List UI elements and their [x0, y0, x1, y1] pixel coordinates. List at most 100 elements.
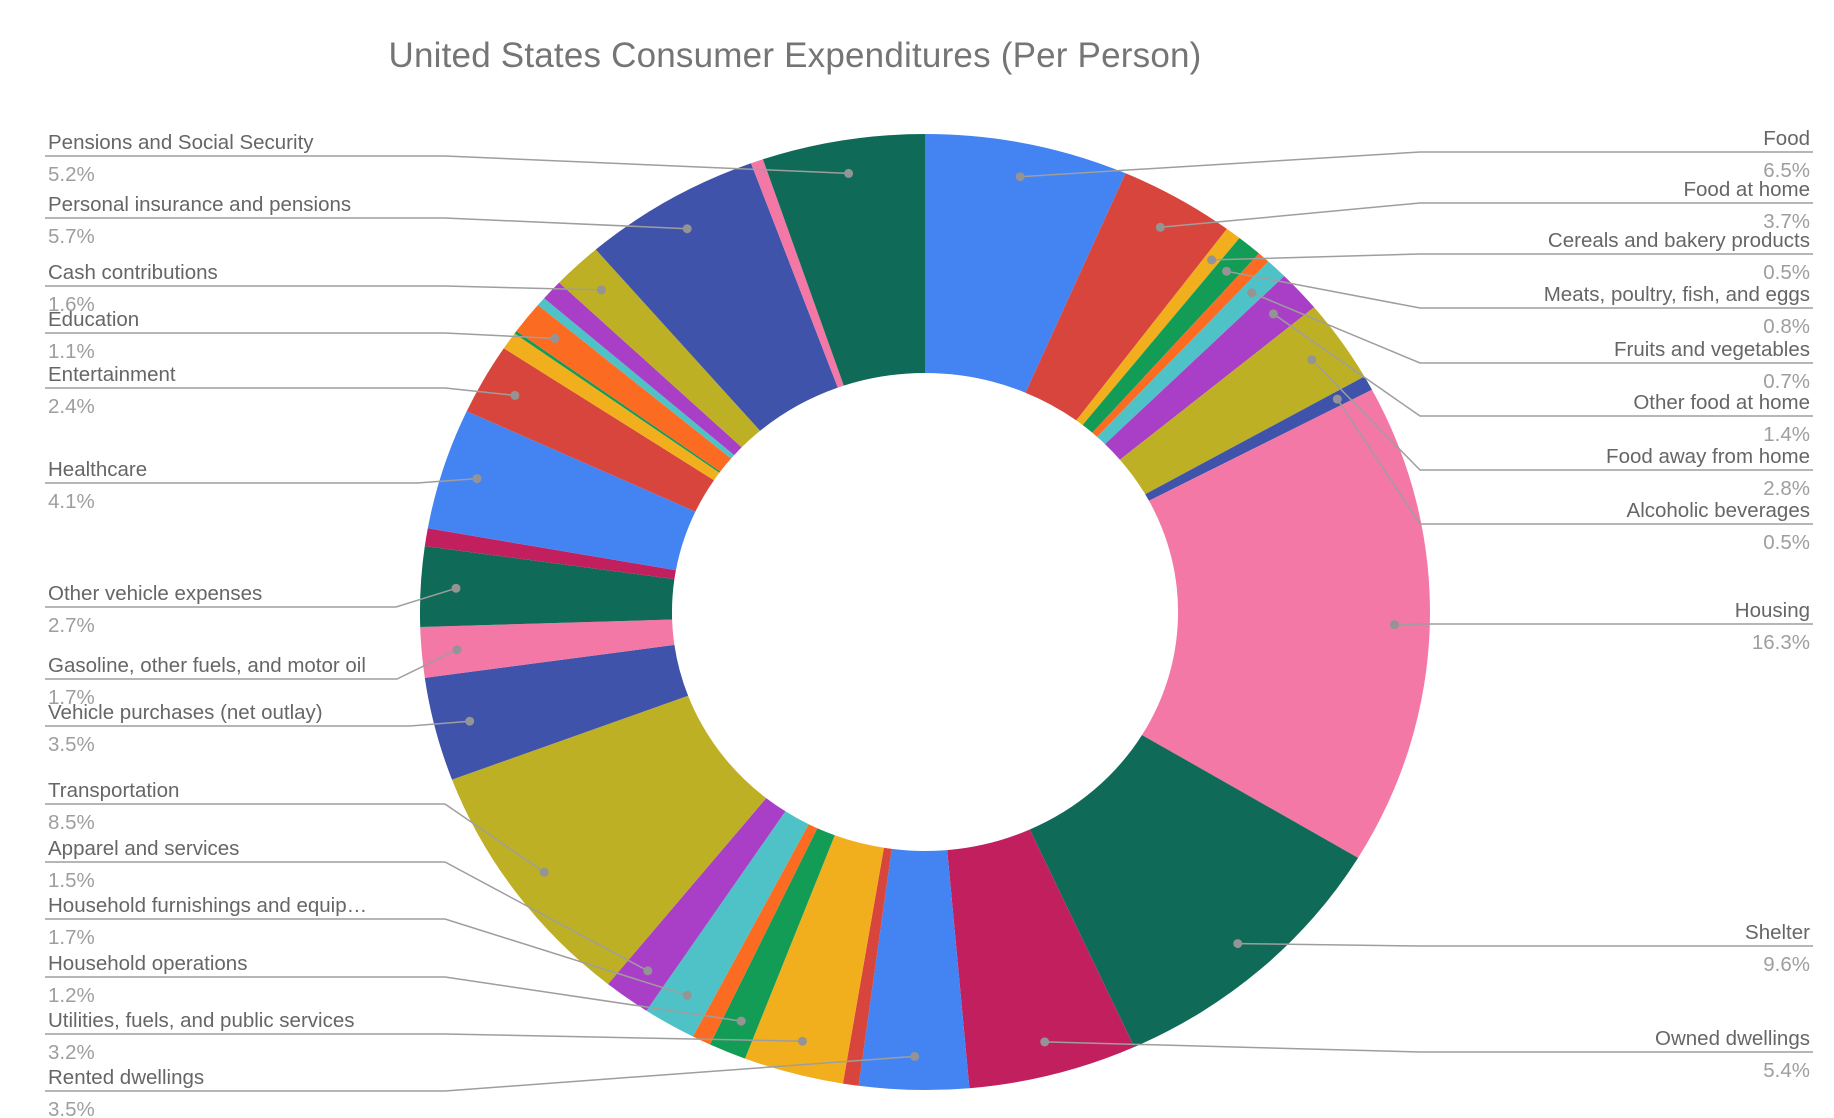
slice-label-pensions-and-social-security: Pensions and Social Security [48, 131, 314, 154]
slice-shelter[interactable] [1029, 735, 1359, 1047]
chart-title: United States Consumer Expenditures (Per… [388, 36, 1202, 75]
leader-dot-entertainment [510, 390, 520, 400]
leader-dot-alcoholic-beverages [1332, 394, 1342, 404]
leader-dot-cereals-and-bakery-products [1207, 255, 1217, 265]
slice-percent-food: 6.5% [1763, 159, 1810, 182]
slice-label-transportation: Transportation [48, 779, 179, 802]
slice-label-entertainment: Entertainment [48, 363, 176, 386]
leader-line-household-operations [45, 976, 742, 1022]
leader-line-alcoholic-beverages [1336, 398, 1813, 525]
leader-dot-apparel-and-services [643, 966, 653, 976]
slice-meats-poultry-fish-and-eggs[interactable] [1082, 238, 1259, 433]
slice-label-housing: Housing [1735, 599, 1810, 622]
slice-entertainment[interactable] [466, 348, 714, 512]
callout-lines [45, 151, 1813, 1092]
slice-pensions-and-social-security[interactable] [762, 134, 925, 386]
slice-apparel-and-services[interactable] [608, 798, 786, 1011]
slice-vehicle-purchases-net-outlay[interactable] [424, 644, 689, 780]
slice-label-education: Education [48, 308, 139, 331]
slice-utilities-fuels-and-public-services[interactable] [745, 835, 884, 1084]
slice-housing[interactable] [1142, 389, 1430, 858]
slice-unlabeled-16[interactable] [692, 824, 818, 1045]
slice-healthcare[interactable] [427, 411, 696, 571]
slice-percent-personal-insurance-and-pensions: 5.7% [48, 225, 95, 248]
slice-percent-education: 1.1% [48, 340, 95, 363]
slice-percent-shelter: 9.6% [1763, 953, 1810, 976]
donut-slices [419, 133, 1430, 1091]
slice-label-food: Food [1763, 127, 1810, 150]
leader-line-household-furnishings-and-equip [45, 918, 688, 997]
slice-percent-household-furnishings-and-equip: 1.7% [48, 926, 95, 949]
slice-cash-contributions[interactable] [559, 249, 761, 448]
slice-unlabeled-13[interactable] [842, 847, 892, 1086]
slice-label-other-vehicle-expenses: Other vehicle expenses [48, 582, 262, 605]
slice-other-vehicle-expenses[interactable] [419, 546, 675, 627]
slice-percent-household-operations: 1.2% [48, 984, 95, 1007]
slice-unlabeled-4[interactable] [1092, 253, 1269, 437]
leader-dot-rented-dwellings [910, 1051, 920, 1061]
slice-household-furnishings-and-equip[interactable] [646, 811, 809, 1037]
slice-label-food-away-from-home: Food away from home [1606, 445, 1810, 468]
leader-dot-owned-dwellings [1040, 1037, 1050, 1047]
slice-label-utilities-fuels-and-public-services: Utilities, fuels, and public services [48, 1009, 355, 1032]
slice-unlabeled-30[interactable] [544, 282, 742, 456]
slice-unlabeled-23[interactable] [424, 528, 676, 580]
slice-unlabeled-26[interactable] [503, 333, 720, 481]
slice-unlabeled-29[interactable] [537, 298, 735, 459]
leader-dot-transportation [539, 867, 549, 877]
slice-percent-owned-dwellings: 5.4% [1763, 1059, 1810, 1082]
leader-dot-food-at-home [1155, 222, 1165, 232]
slice-unlabeled-33[interactable] [751, 159, 844, 388]
slice-percent-apparel-and-services: 1.5% [48, 869, 95, 892]
leader-line-cereals-and-bakery-products [1211, 253, 1813, 261]
leader-line-apparel-and-services [45, 861, 649, 972]
slice-household-operations[interactable] [710, 828, 835, 1059]
slice-food-at-home[interactable] [1025, 173, 1227, 421]
slice-gasoline-other-fuels-and-motor-oil[interactable] [420, 619, 675, 678]
leader-line-food [1020, 151, 1813, 178]
callout-labels: Food 6.5%Food at home 3.7%Cereals and bake… [48, 127, 1810, 1118]
slice-food-away-from-home[interactable] [1119, 307, 1365, 495]
leader-dot-healthcare [472, 474, 482, 484]
slice-percent-cereals-and-bakery-products: 0.5% [1763, 261, 1810, 284]
slice-education[interactable] [516, 305, 732, 472]
slice-cereals-and-bakery-products[interactable] [1076, 228, 1240, 425]
slice-label-other-food-at-home: Other food at home [1633, 391, 1810, 414]
leader-line-transportation [45, 803, 545, 873]
slice-percent-healthcare: 4.1% [48, 490, 95, 513]
slice-food[interactable] [925, 133, 1126, 393]
slice-fruits-and-vegetables[interactable] [1097, 261, 1285, 445]
leader-dot-household-operations [736, 1016, 746, 1026]
slice-label-alcoholic-beverages: Alcoholic beverages [1627, 499, 1810, 522]
leader-line-vehicle-purchases-net-outlay [45, 720, 470, 727]
slice-label-owned-dwellings: Owned dwellings [1655, 1027, 1810, 1050]
slice-percent-food-away-from-home: 2.8% [1763, 477, 1810, 500]
slice-percent-entertainment: 2.4% [48, 395, 95, 418]
leader-dot-food [1015, 172, 1025, 182]
leader-dot-housing [1390, 620, 1399, 630]
slice-label-meats-poultry-fish-and-eggs: Meats, poultry, fish, and eggs [1544, 283, 1810, 306]
slice-unlabeled-27[interactable] [514, 331, 721, 473]
slice-percent-cash-contributions: 1.6% [48, 293, 95, 316]
leader-line-gasoline-other-fuels-and-motor-oil [45, 649, 458, 680]
slice-other-food-at-home[interactable] [1105, 276, 1315, 460]
leader-dot-cash-contributions [596, 285, 606, 295]
slice-percent-housing: 16.3% [1752, 631, 1810, 654]
slice-personal-insurance-and-pensions[interactable] [595, 163, 838, 431]
leader-dot-other-vehicle-expenses [451, 583, 461, 593]
slice-label-shelter: Shelter [1745, 921, 1810, 944]
slice-label-gasoline-other-fuels-and-motor-oil: Gasoline, other fuels, and motor oil [48, 654, 366, 677]
leader-line-meats-poultry-fish-and-eggs [1226, 270, 1813, 309]
slice-alcoholic-beverages[interactable] [1145, 376, 1372, 501]
slice-label-rented-dwellings: Rented dwellings [48, 1066, 204, 1089]
leader-dot-meats-poultry-fish-and-eggs [1222, 266, 1232, 276]
leader-dot-vehicle-purchases-net-outlay [465, 716, 475, 726]
slice-transportation[interactable] [452, 695, 767, 985]
slice-owned-dwellings[interactable] [947, 829, 1135, 1089]
slice-percent-vehicle-purchases-net-outlay: 3.5% [48, 733, 95, 756]
leader-line-other-vehicle-expenses [45, 587, 457, 608]
leader-line-utilities-fuels-and-public-services [45, 1033, 803, 1042]
slice-label-cereals-and-bakery-products: Cereals and bakery products [1548, 229, 1810, 252]
slice-percent-alcoholic-beverages: 0.5% [1763, 531, 1810, 554]
slice-rented-dwellings[interactable] [858, 848, 970, 1091]
